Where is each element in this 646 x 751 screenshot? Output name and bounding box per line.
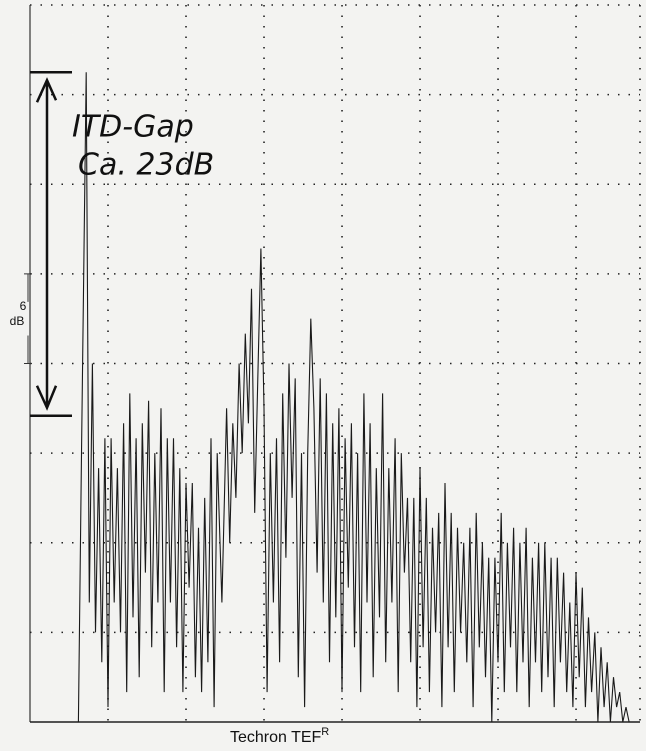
trace bbox=[30, 72, 640, 723]
annotation-line: Ca. 23dB bbox=[78, 148, 214, 183]
gap-arrow bbox=[35, 77, 58, 411]
scale-label: 6 bbox=[20, 299, 27, 313]
annotation-line: ITD-Gap bbox=[72, 110, 194, 145]
footer-superscript: R bbox=[321, 726, 329, 738]
footer: Techron TEFR bbox=[230, 726, 329, 746]
annotation: ITD-Gap Ca. 23dB bbox=[72, 110, 214, 183]
scale-bracket bbox=[24, 273, 32, 364]
footer-text: Techron TEF bbox=[230, 729, 322, 746]
scale-label: dB bbox=[10, 314, 25, 328]
